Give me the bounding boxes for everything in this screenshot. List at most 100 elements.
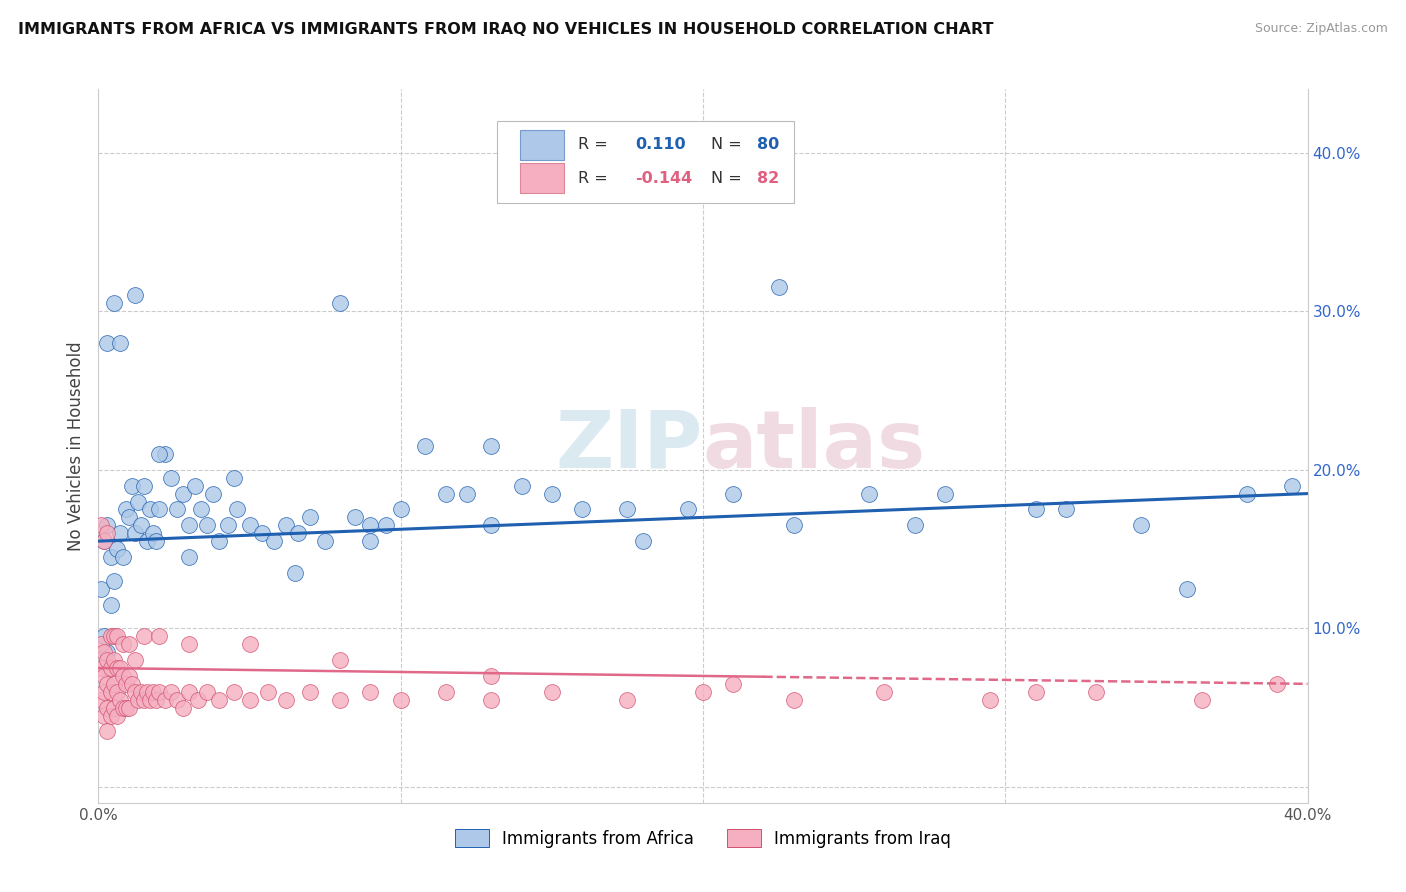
Point: [202, 486, 225, 500]
Point: [135, 685, 157, 699]
Point: [108, 335, 131, 350]
Point: [90, 637, 112, 651]
Point: [226, 502, 249, 516]
Point: [179, 685, 201, 699]
Point: [153, 447, 176, 461]
Point: [284, 566, 307, 580]
Point: [108, 661, 131, 675]
Point: [111, 700, 134, 714]
Point: [481, 692, 503, 706]
Legend: Immigrants from Africa, Immigrants from Iraq: Immigrants from Africa, Immigrants from …: [456, 830, 950, 848]
Point: [93, 629, 115, 643]
Point: [456, 486, 478, 500]
Point: [124, 526, 146, 541]
Point: [105, 708, 128, 723]
Point: [274, 518, 297, 533]
Point: [90, 582, 112, 596]
Point: [105, 629, 128, 643]
Text: IMMIGRANTS FROM AFRICA VS IMMIGRANTS FROM IRAQ NO VEHICLES IN HOUSEHOLD CORRELAT: IMMIGRANTS FROM AFRICA VS IMMIGRANTS FRO…: [18, 22, 994, 37]
Point: [217, 518, 239, 533]
Point: [179, 518, 201, 533]
Point: [360, 685, 382, 699]
Point: [108, 692, 131, 706]
Point: [142, 685, 165, 699]
Point: [118, 637, 141, 651]
Point: [105, 685, 128, 699]
Point: [135, 534, 157, 549]
Text: R =: R =: [578, 171, 613, 186]
Point: [239, 518, 262, 533]
Point: [858, 486, 880, 500]
Text: -0.144: -0.144: [636, 171, 693, 186]
FancyBboxPatch shape: [498, 121, 793, 203]
Point: [329, 653, 352, 667]
Point: [103, 700, 125, 714]
Point: [129, 685, 152, 699]
Point: [616, 502, 638, 516]
Point: [148, 685, 170, 699]
Point: [723, 486, 745, 500]
Point: [360, 518, 382, 533]
Point: [145, 692, 167, 706]
Point: [124, 653, 146, 667]
Point: [783, 518, 806, 533]
Point: [105, 661, 128, 675]
Point: [96, 335, 118, 350]
Point: [93, 534, 115, 549]
Point: [139, 692, 162, 706]
Point: [934, 486, 956, 500]
Point: [187, 692, 209, 706]
Point: [873, 685, 896, 699]
Point: [250, 526, 273, 541]
Point: [118, 669, 141, 683]
Point: [148, 502, 170, 516]
Point: [96, 700, 118, 714]
Point: [184, 478, 207, 492]
Point: [103, 574, 125, 588]
Point: [979, 692, 1001, 706]
Point: [904, 518, 927, 533]
Point: [239, 692, 262, 706]
Point: [1281, 478, 1303, 492]
Point: [111, 549, 134, 564]
Point: [93, 645, 115, 659]
Point: [602, 178, 624, 192]
Point: [172, 700, 194, 714]
Point: [239, 637, 262, 651]
Point: [100, 661, 122, 675]
Point: [481, 439, 503, 453]
Point: [195, 685, 218, 699]
Point: [103, 653, 125, 667]
Y-axis label: No Vehicles in Household: No Vehicles in Household: [67, 341, 86, 551]
Point: [571, 502, 593, 516]
Point: [179, 637, 201, 651]
Text: 82: 82: [758, 171, 780, 186]
Point: [100, 708, 122, 723]
Point: [153, 692, 176, 706]
Point: [1130, 518, 1153, 533]
Point: [1236, 486, 1258, 500]
Point: [314, 534, 336, 549]
Point: [692, 685, 714, 699]
Point: [118, 510, 141, 524]
Point: [224, 471, 246, 485]
Point: [96, 645, 118, 659]
Point: [100, 549, 122, 564]
Point: [389, 692, 412, 706]
Point: [783, 692, 806, 706]
Text: 80: 80: [758, 136, 780, 152]
Point: [108, 526, 131, 541]
Point: [93, 708, 115, 723]
FancyBboxPatch shape: [520, 162, 564, 193]
Point: [121, 478, 143, 492]
Point: [1175, 582, 1198, 596]
Point: [195, 518, 218, 533]
Point: [148, 447, 170, 461]
Point: [360, 534, 382, 549]
Point: [287, 526, 309, 541]
Point: [434, 685, 457, 699]
Point: [105, 542, 128, 557]
Point: [121, 677, 143, 691]
Point: [299, 510, 322, 524]
Point: [208, 534, 231, 549]
